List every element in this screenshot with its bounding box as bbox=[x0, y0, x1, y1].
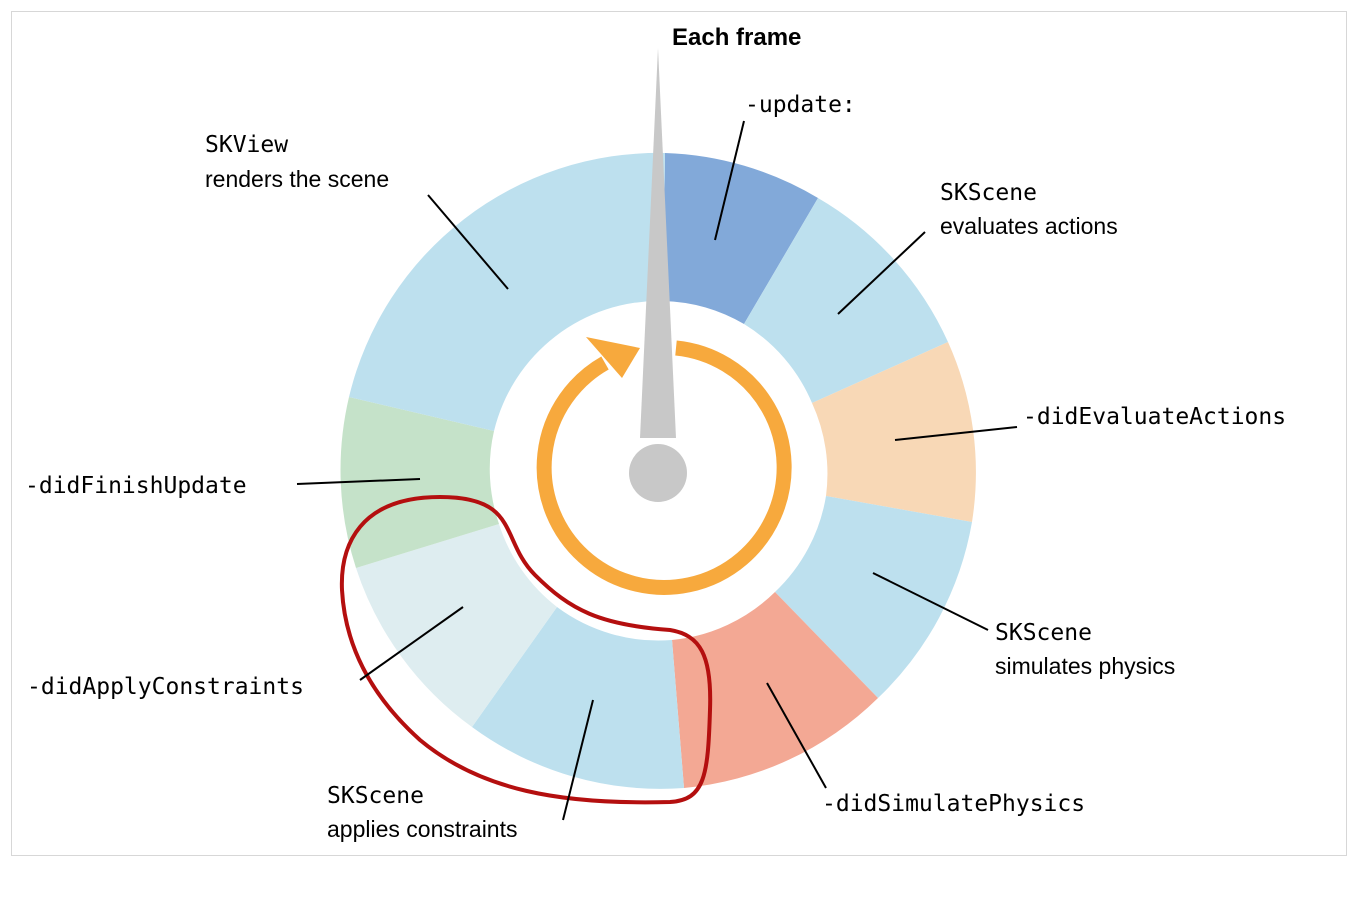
leader-applies-constraints bbox=[562, 699, 594, 821]
loop-arrowhead-icon bbox=[586, 337, 640, 378]
leader-did-apply-constraints bbox=[359, 606, 464, 681]
label-update-code: -update: bbox=[745, 92, 856, 118]
clock-hand-icon bbox=[640, 48, 676, 438]
segment-renders-scene bbox=[349, 152, 665, 432]
label-renders-scene-code: SKView bbox=[205, 132, 288, 158]
label-applies-constraints-code: SKScene bbox=[327, 783, 424, 809]
segment-applies-constraints bbox=[472, 607, 684, 789]
segment-did-finish-update bbox=[340, 397, 499, 568]
leader-simulates-physics bbox=[872, 572, 989, 631]
clock-hub-icon bbox=[629, 444, 687, 502]
segment-did-simulate-physics bbox=[672, 592, 878, 788]
label-renders-scene-text: renders the scene bbox=[205, 166, 389, 192]
label-did-simulate-physics-code: -didSimulatePhysics bbox=[822, 791, 1085, 817]
segment-evaluates-actions bbox=[744, 198, 948, 403]
label-applies-constraints-text: applies constraints bbox=[327, 816, 518, 842]
label-did-evaluate-actions-code: -didEvaluateActions bbox=[1023, 404, 1286, 430]
segment-update bbox=[663, 153, 818, 324]
segment-did-evaluate-actions bbox=[812, 342, 976, 522]
diagram-title: Each frame bbox=[672, 24, 801, 51]
label-did-apply-constraints-code: -didApplyConstraints bbox=[27, 674, 304, 700]
label-simulates-physics-code: SKScene bbox=[995, 620, 1092, 646]
leader-update bbox=[714, 120, 745, 241]
leader-renders-scene bbox=[427, 194, 509, 290]
loop-arrow-icon bbox=[536, 340, 792, 595]
leader-did-finish-update bbox=[296, 478, 421, 485]
label-evaluates-actions-code: SKScene bbox=[940, 180, 1037, 206]
leader-did-simulate-physics bbox=[766, 682, 827, 789]
label-simulates-physics-text: simulates physics bbox=[995, 653, 1175, 679]
segment-simulates-physics bbox=[775, 496, 972, 698]
segment-did-apply-constraints bbox=[356, 524, 557, 727]
leader-did-evaluate-actions bbox=[894, 426, 1018, 441]
leader-evaluates-actions bbox=[837, 231, 926, 315]
label-did-finish-update-code: -didFinishUpdate bbox=[25, 473, 247, 499]
label-evaluates-actions-text: evaluates actions bbox=[940, 213, 1118, 239]
constraints-highlight-outline bbox=[339, 494, 713, 805]
segment-ring bbox=[340, 152, 976, 789]
